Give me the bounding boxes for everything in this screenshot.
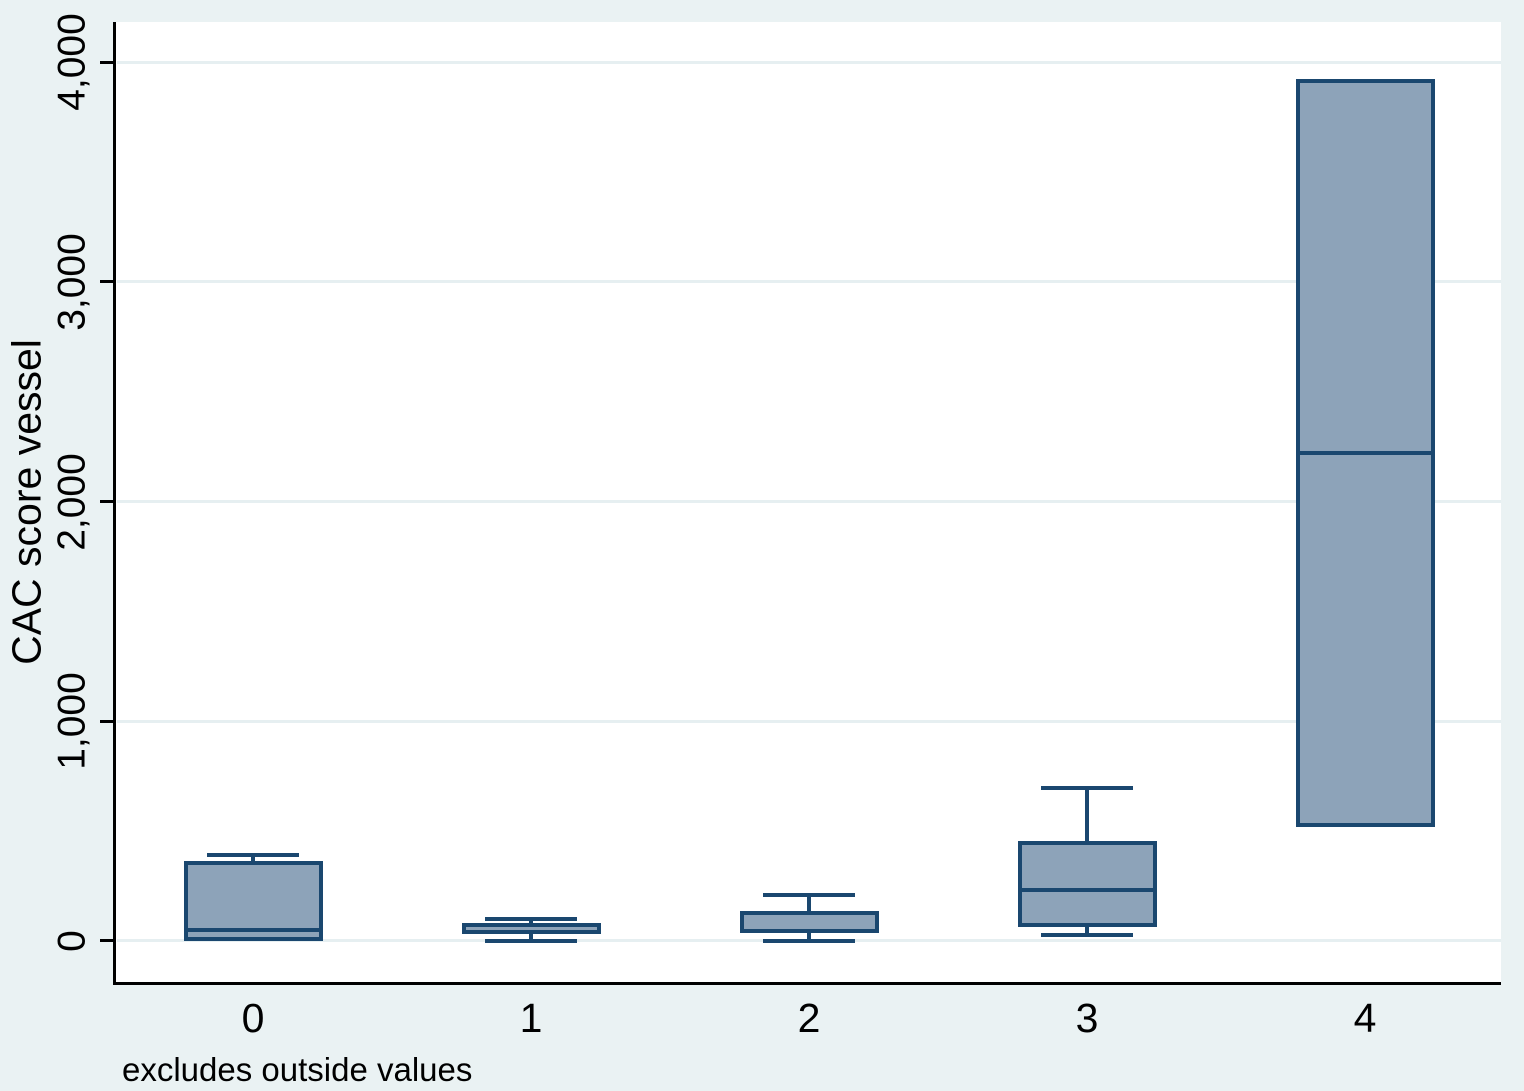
y-tick xyxy=(100,500,116,504)
y-tick-label: 1,000 xyxy=(50,672,94,771)
y-tick xyxy=(100,719,116,723)
x-axis-line xyxy=(113,982,1501,985)
x-category-label: 4 xyxy=(1353,995,1377,1041)
lower-whisker-cap xyxy=(485,938,577,943)
y-tick-label: 0 xyxy=(50,930,94,952)
y-tick xyxy=(100,60,116,64)
upper-whisker-cap xyxy=(207,853,299,858)
upper-whisker xyxy=(529,918,533,924)
median-line xyxy=(465,930,597,935)
box xyxy=(183,860,323,941)
x-category-label: 2 xyxy=(797,995,821,1041)
median-line xyxy=(743,929,875,934)
gridline xyxy=(117,719,1501,723)
lower-whisker-cap xyxy=(1041,933,1133,938)
y-tick xyxy=(100,280,116,284)
upper-whisker-cap xyxy=(1041,786,1133,791)
gridline xyxy=(117,500,1501,504)
median-line xyxy=(187,927,319,932)
y-tick-label: 2,000 xyxy=(50,452,94,551)
y-tick-label: 4,000 xyxy=(50,13,94,111)
gridline xyxy=(117,60,1501,64)
box xyxy=(1017,840,1157,927)
upper-whisker xyxy=(807,894,811,912)
x-category-label: 1 xyxy=(519,995,543,1041)
upper-whisker xyxy=(251,855,255,861)
x-category-label: 0 xyxy=(241,995,265,1041)
y-tick-label: 3,000 xyxy=(50,233,94,331)
lower-whisker xyxy=(807,933,811,941)
y-axis-title: CAC score vessel xyxy=(3,339,50,665)
upper-whisker-cap xyxy=(485,916,577,921)
median-line xyxy=(1021,888,1153,893)
gridline xyxy=(117,280,1501,284)
lower-whisker-cap xyxy=(763,938,855,943)
upper-whisker xyxy=(1085,788,1089,841)
lower-whisker xyxy=(1085,926,1089,936)
plot-note: excludes outside values xyxy=(122,1051,473,1088)
y-tick xyxy=(100,939,116,943)
upper-whisker-cap xyxy=(763,892,855,897)
y-axis-line xyxy=(113,22,116,985)
x-category-label: 3 xyxy=(1075,995,1099,1041)
median-line xyxy=(1299,451,1431,456)
lower-whisker xyxy=(529,934,533,941)
